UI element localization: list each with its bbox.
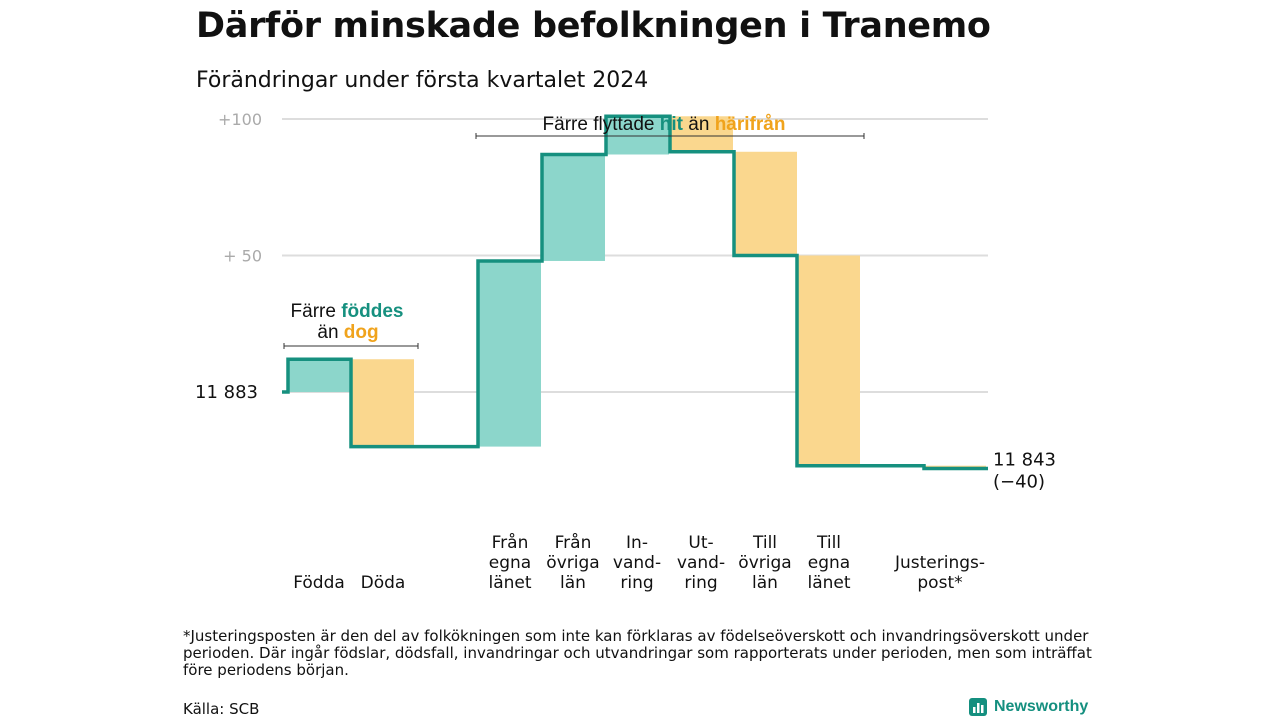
annotation-highlight-out: härifrån bbox=[715, 114, 786, 135]
category-label: egna bbox=[808, 553, 850, 573]
category-label: län bbox=[560, 573, 586, 593]
category-label: Från bbox=[492, 532, 529, 553]
category-label: In- bbox=[626, 533, 648, 553]
category-label: Till bbox=[816, 533, 841, 553]
category-label: vand- bbox=[677, 553, 725, 573]
births-deaths-annotation-line1: Färre föddes bbox=[291, 301, 404, 322]
annotation-text: Färre bbox=[291, 301, 342, 322]
y-tick-label: + 50 bbox=[223, 247, 262, 266]
category-label: ring bbox=[620, 573, 653, 593]
waterfall-bar bbox=[351, 359, 414, 447]
migration-annotation: Färre flyttade hit än härifrån bbox=[543, 114, 786, 135]
brand-logo: Newsworthy bbox=[968, 697, 1088, 717]
waterfall-bar bbox=[797, 255, 860, 466]
end-value-label: (−40) bbox=[993, 471, 1045, 492]
waterfall-bar bbox=[288, 359, 351, 392]
annotation-text: än bbox=[317, 322, 343, 343]
end-value-label: 11 843 bbox=[993, 449, 1056, 470]
waterfall-bar bbox=[478, 260, 541, 447]
category-label: Från bbox=[555, 532, 592, 553]
chart-title: Därför minskade befolkningen i Tranemo bbox=[196, 6, 991, 46]
category-label: ring bbox=[684, 573, 717, 593]
start-value-label: 11 883 bbox=[195, 382, 258, 403]
births-deaths-annotation-line2: än dog bbox=[317, 322, 378, 343]
y-tick-label: +100 bbox=[218, 110, 262, 129]
category-label: Justerings- bbox=[894, 553, 985, 573]
category-label: Till bbox=[752, 533, 777, 553]
annotation-text: än bbox=[683, 114, 715, 135]
category-label: län bbox=[752, 573, 778, 593]
chart-subtitle: Förändringar under första kvartalet 2024 bbox=[196, 68, 649, 93]
waterfall-bar bbox=[542, 154, 605, 261]
source-note: Källa: SCB bbox=[183, 700, 260, 718]
category-label: länet bbox=[488, 573, 531, 593]
annotation-highlight-births: föddes bbox=[341, 301, 403, 322]
category-label: övriga bbox=[738, 553, 791, 573]
category-label: Födda bbox=[293, 573, 345, 593]
category-label: post* bbox=[917, 573, 962, 593]
cumulative-step-line bbox=[282, 114, 988, 471]
annotation-highlight-deaths: dog bbox=[344, 322, 379, 343]
waterfall-bar bbox=[670, 116, 733, 152]
category-label: övriga bbox=[546, 553, 599, 573]
category-label: länet bbox=[807, 573, 850, 593]
waterfall-bar bbox=[606, 116, 669, 155]
annotation-highlight-in: hit bbox=[660, 114, 684, 135]
waterfall-bar bbox=[734, 151, 797, 256]
newsworthy-logo-icon bbox=[969, 698, 987, 716]
category-label: Ut- bbox=[688, 533, 713, 553]
brand-name: Newsworthy bbox=[994, 698, 1089, 715]
category-label: Döda bbox=[361, 573, 406, 593]
footnote: *Justeringsposten är den del av folkökni… bbox=[183, 627, 1092, 679]
annotation-text: Färre flyttade bbox=[543, 114, 660, 135]
category-label: vand- bbox=[613, 553, 661, 573]
category-label: egna bbox=[489, 553, 531, 573]
